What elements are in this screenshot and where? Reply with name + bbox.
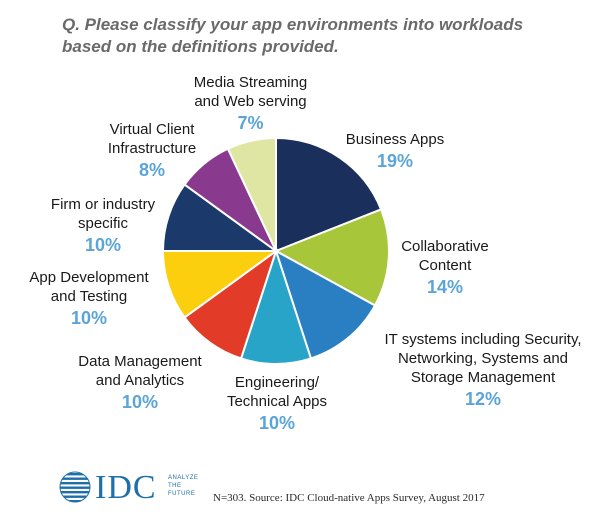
label-appdev-line-1: App Development [29, 269, 149, 286]
label-collab-line-2: Content [418, 257, 472, 274]
label-business-apps-pct: 19% [376, 151, 414, 171]
pie-slice-media-streaming-and-web-serving [226, 136, 277, 252]
idc-wordmark: IDC [95, 469, 157, 506]
label-eng-pct: 10% [258, 413, 296, 433]
label-data-pct: 10% [121, 392, 159, 412]
label-data-management: Data Management and Analytics 10% [70, 352, 210, 414]
label-eng-line-2: Technical Apps [226, 393, 328, 410]
label-app-development: App Development and Testing 10% [14, 268, 164, 330]
label-eng-line-1: Engineering/ [234, 374, 320, 391]
label-it-pct: 12% [464, 389, 502, 409]
question-title: Q. Please classify your app environments… [62, 14, 602, 58]
label-appdev-pct: 10% [70, 308, 108, 328]
idc-tag-line-3: FUTURE [168, 491, 196, 497]
label-media-line-2: and Web serving [194, 93, 307, 110]
footer: IDC ANALYZE THE FUTURE N=303. Source: ID… [0, 466, 609, 510]
label-media-line-1: Media Streaming [193, 74, 308, 91]
label-business-apps-text: Business Apps [345, 131, 445, 148]
pie-slice-business-apps [275, 136, 383, 253]
label-business-apps: Business Apps 19% [330, 130, 460, 173]
label-media-streaming: Media Streaming and Web serving 7% [178, 73, 323, 135]
pie-slice-firm-or-industry-specific [161, 183, 280, 252]
pie-slice-collaborative-content [273, 208, 390, 307]
question-line-2: based on the definitions provided. [62, 37, 339, 56]
label-vci-line-1: Virtual Client [109, 121, 195, 138]
pie-slice-engineering-technical-apps [239, 247, 313, 365]
label-collab-pct: 14% [426, 277, 464, 297]
source-note: N=303. Source: IDC Cloud-native Apps Sur… [213, 492, 485, 504]
label-it-line-2: Networking, Systems and [397, 350, 569, 367]
question-line-1: Q. Please classify your app environments… [62, 15, 524, 34]
pie-slice-it-systems-including-security-networking-systems-and-storage-management [274, 248, 377, 360]
label-it-line-3: Storage Management [410, 369, 556, 386]
pie-slice-app-development-and-testing [161, 250, 280, 319]
label-firm-line-2: specific [77, 215, 129, 232]
label-collab-line-1: Collaborative [401, 238, 489, 255]
idc-tagline: ANALYZE THE FUTURE [168, 474, 198, 498]
label-data-line-1: Data Management [78, 353, 202, 370]
label-virtual-client: Virtual Client Infrastructure 8% [92, 120, 212, 182]
pie-slice-data-management-and-analytics [183, 248, 278, 360]
label-vci-line-2: Infrastructure [107, 140, 197, 157]
idc-tag-line-1: ANALYZE [168, 475, 199, 481]
idc-tag-line-2: THE [168, 483, 182, 489]
label-firm-industry: Firm or industry specific 10% [38, 195, 168, 257]
idc-globe-icon [59, 471, 91, 503]
label-collaborative-content: Collaborative Content 14% [385, 237, 505, 299]
pie-slices [161, 136, 390, 365]
label-data-line-2: and Analytics [95, 372, 185, 389]
label-it-systems: IT systems including Security, Networkin… [365, 330, 601, 411]
label-appdev-line-2: and Testing [50, 288, 128, 305]
label-media-pct: 7% [237, 113, 264, 133]
idc-logo: IDC ANALYZE THE FUTURE [58, 469, 198, 506]
label-vci-pct: 8% [138, 160, 165, 180]
label-it-line-1: IT systems including Security, [384, 331, 582, 348]
label-firm-pct: 10% [84, 235, 122, 255]
label-firm-line-1: Firm or industry [50, 196, 156, 213]
label-engineering: Engineering/ Technical Apps 10% [212, 373, 342, 435]
